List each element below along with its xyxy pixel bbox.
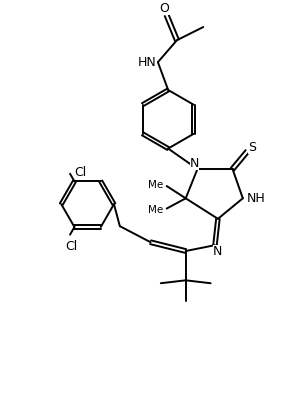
Text: Me: Me <box>148 180 163 189</box>
Text: Cl: Cl <box>74 166 87 179</box>
Text: Cl: Cl <box>65 240 78 253</box>
Text: O: O <box>160 2 169 16</box>
Text: Me: Me <box>148 205 163 215</box>
Text: HN: HN <box>138 56 156 69</box>
Text: N: N <box>213 245 222 258</box>
Text: S: S <box>248 142 256 155</box>
Text: N: N <box>190 157 199 170</box>
Text: NH: NH <box>247 192 265 205</box>
